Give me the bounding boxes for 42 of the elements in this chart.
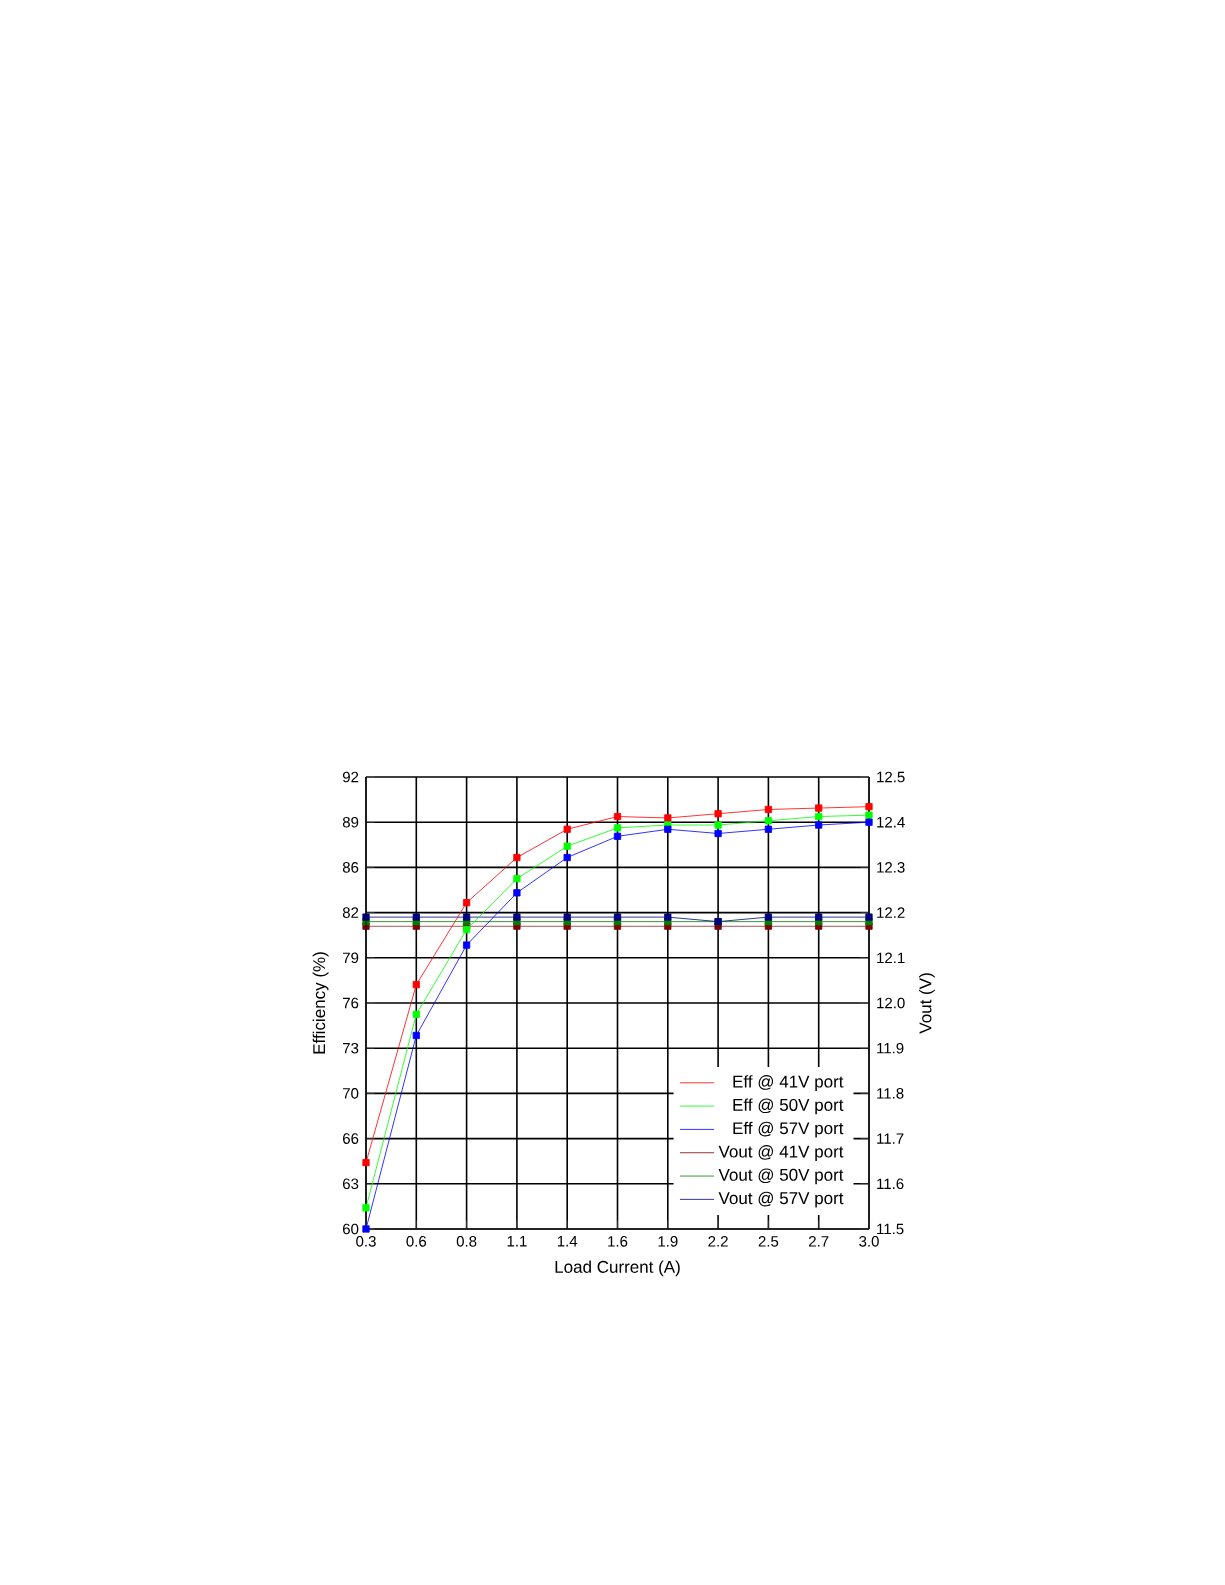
x-axis-title: Load Current (A) (555, 1260, 680, 1277)
y2-tick-label: 12.3 (877, 862, 905, 873)
x-tick-label: 2.2 (708, 1236, 728, 1247)
y-tick-label: 73 (343, 1042, 359, 1054)
y-tick-label: 92 (342, 771, 359, 783)
y-tick-label: 79 (343, 952, 359, 964)
y-tick-label: 60 (343, 1223, 359, 1235)
y-tick-label: 89 (342, 816, 359, 828)
y-tick-label: 86 (342, 862, 359, 873)
y2-tick-label: 11.6 (877, 1178, 904, 1190)
y2-tick-label: 12.2 (877, 907, 905, 918)
x-tick-label: 0.3 (356, 1236, 376, 1247)
y-tick-label: 66 (343, 1133, 359, 1144)
x-tick-label: 1.4 (557, 1236, 578, 1247)
legend-label: Eff @ 41V port (733, 1075, 844, 1091)
y-tick-label: 82 (342, 907, 359, 918)
y2-tick-label: 12.5 (877, 771, 905, 783)
x-tick-label: 1.6 (608, 1236, 628, 1247)
y2-tick-label: 11.5 (877, 1223, 904, 1235)
legend-label: Vout @ 50V port (718, 1168, 844, 1185)
y2-tick-label: 11.7 (877, 1133, 904, 1144)
x-tick-label: 2.5 (758, 1236, 779, 1247)
x-tick-label: 0.8 (456, 1236, 477, 1247)
y2-tick-label: 12.0 (877, 997, 905, 1009)
y-tick-label: 76 (343, 997, 359, 1009)
y2-tick-label: 12.1 (877, 952, 905, 964)
y2-tick-label: 11.8 (877, 1088, 904, 1099)
x-tick-label: 1.9 (658, 1236, 678, 1247)
y-tick-label: 70 (343, 1088, 359, 1099)
legend-label: Vout @ 57V port (718, 1191, 844, 1208)
x-tick-label: 1.1 (507, 1236, 527, 1247)
y2-tick-label: 11.9 (877, 1042, 904, 1054)
y2-tick-label: 12.4 (877, 816, 905, 828)
y-tick-label: 63 (343, 1178, 359, 1190)
x-tick-label: 3.0 (859, 1236, 879, 1247)
x-tick-label: 0.6 (406, 1236, 427, 1247)
y-axis-title: Efficiency (%) (312, 952, 329, 1054)
legend-label: Vout @ 41V port (718, 1145, 844, 1161)
legend-label: Eff @ 50V port (733, 1098, 844, 1115)
x-tick-label: 2.7 (809, 1236, 829, 1247)
y2-axis-title: Vout (V) (918, 973, 935, 1034)
legend-label: Eff @ 57V port (733, 1121, 844, 1138)
